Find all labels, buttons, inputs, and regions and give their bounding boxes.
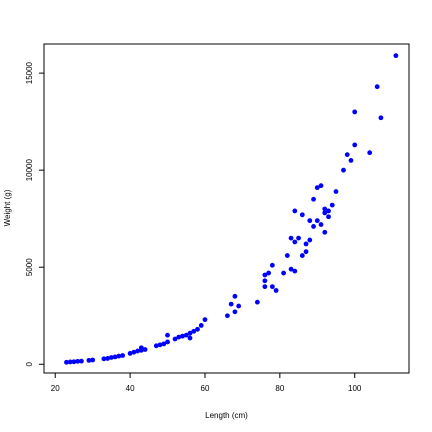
data-point <box>352 109 358 115</box>
data-point <box>172 336 178 342</box>
data-point <box>266 270 272 276</box>
data-point <box>273 288 279 293</box>
data-point <box>378 115 384 121</box>
data-point <box>262 278 268 284</box>
data-point <box>90 357 96 363</box>
data-point <box>161 341 167 347</box>
data-point <box>120 353 126 358</box>
data-point <box>329 202 335 208</box>
data-point <box>157 342 163 348</box>
axes: 20 40 60 80 100 0 5000 10000 15000 <box>25 61 362 393</box>
data-point <box>101 356 107 362</box>
data-point <box>142 347 148 352</box>
data-point <box>288 235 294 241</box>
data-point <box>307 218 313 224</box>
data-point <box>67 359 73 365</box>
data-point <box>180 333 185 339</box>
data-point <box>202 317 208 323</box>
data-points <box>64 53 399 365</box>
data-point <box>79 358 84 364</box>
data-point <box>326 214 331 220</box>
data-point <box>187 335 193 341</box>
x-tick-label: 80 <box>275 384 284 393</box>
data-point <box>322 206 328 212</box>
data-point <box>281 270 286 276</box>
data-point <box>348 158 354 163</box>
data-point <box>322 229 328 235</box>
data-point <box>303 241 309 247</box>
data-point <box>307 237 313 243</box>
data-point <box>292 239 298 245</box>
data-point <box>138 345 144 351</box>
data-point <box>288 266 294 272</box>
data-point <box>318 222 324 227</box>
data-point <box>116 353 122 359</box>
data-point <box>131 349 137 355</box>
data-point <box>322 210 328 216</box>
data-point <box>314 218 320 224</box>
data-point <box>191 328 197 334</box>
x-tick-label: 100 <box>348 384 362 393</box>
data-point <box>284 253 290 258</box>
data-point <box>292 208 298 214</box>
data-point <box>254 299 260 305</box>
data-point <box>228 301 234 307</box>
y-axis-label: Weight (g) <box>3 189 12 226</box>
y-tick-label: 15000 <box>25 61 34 84</box>
data-point <box>344 152 350 158</box>
data-point <box>165 332 170 338</box>
x-tick-label: 40 <box>126 384 135 393</box>
data-point <box>232 293 238 299</box>
data-point <box>225 313 230 319</box>
y-tick-label: 0 <box>25 361 34 366</box>
data-point <box>165 339 170 345</box>
data-point <box>269 262 275 268</box>
data-point <box>299 253 305 258</box>
data-point <box>341 167 346 173</box>
data-point <box>236 303 242 309</box>
data-point <box>176 334 182 340</box>
data-point <box>108 355 114 360</box>
data-point <box>86 357 92 363</box>
data-point <box>314 185 320 191</box>
data-point <box>333 189 339 194</box>
data-point <box>183 332 189 338</box>
data-point <box>352 142 358 148</box>
data-point <box>153 343 159 349</box>
data-point <box>318 183 324 189</box>
data-point <box>393 53 399 59</box>
x-axis-label: Length (cm) <box>205 411 248 420</box>
plot-frame <box>43 43 410 374</box>
data-point <box>105 356 111 361</box>
y-tick-label: 10000 <box>25 158 34 181</box>
data-point <box>292 268 298 274</box>
x-tick-label: 20 <box>51 384 60 393</box>
data-point <box>311 196 316 202</box>
data-point <box>296 235 301 241</box>
data-point <box>311 224 316 229</box>
data-point <box>262 272 268 278</box>
data-point <box>374 84 380 90</box>
data-point <box>127 350 133 356</box>
data-point <box>326 208 331 214</box>
data-point <box>299 212 305 218</box>
data-point <box>64 359 69 365</box>
data-point <box>269 284 275 290</box>
data-point <box>71 359 77 365</box>
data-point <box>303 249 309 255</box>
x-tick-label: 60 <box>201 384 210 393</box>
data-point <box>367 150 373 156</box>
data-point <box>232 309 238 315</box>
data-point <box>187 330 193 336</box>
data-point <box>135 348 140 354</box>
data-point <box>195 326 200 332</box>
data-point <box>262 284 268 290</box>
data-point <box>112 354 118 360</box>
data-point <box>198 323 204 328</box>
y-tick-label: 5000 <box>25 258 34 276</box>
data-point <box>75 358 81 364</box>
